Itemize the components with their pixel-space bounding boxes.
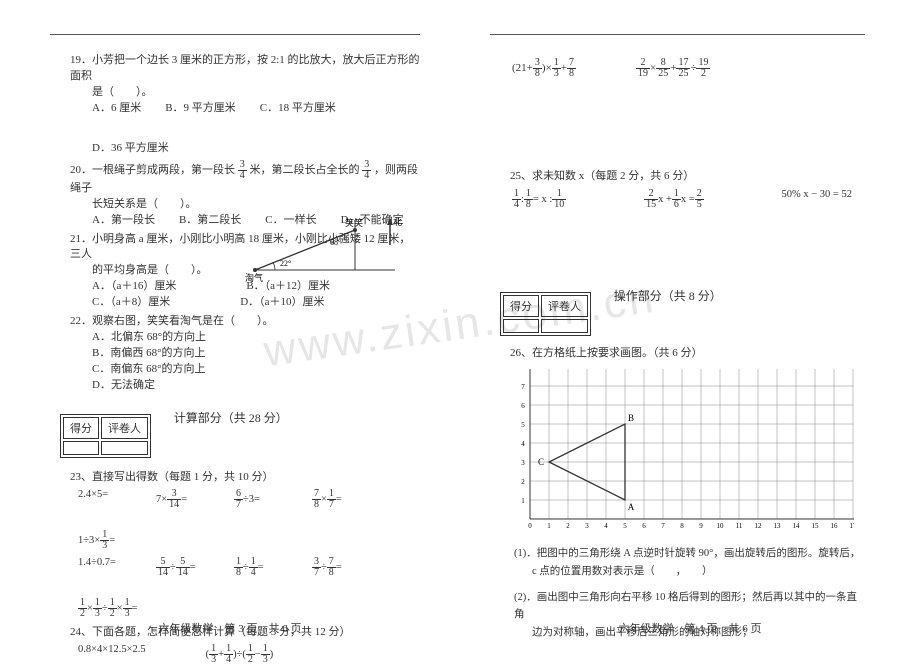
svg-text:3: 3 — [521, 459, 525, 467]
svg-text:2: 2 — [566, 522, 570, 530]
page-4: (21+38)×13+78 219×825+1725÷192 25、求未知数 x… — [460, 0, 920, 650]
q23-2: 7×314= — [156, 489, 214, 510]
q25-title: 25、求未知数 x（每题 2 分，共 6 分） — [510, 169, 865, 185]
grid-diagram: 012345678910111213141516171234567ABC — [514, 369, 854, 534]
q21-optC: C．（a＋8）厘米 — [92, 295, 170, 311]
svg-text:12: 12 — [755, 522, 763, 530]
q22-optC: C．南偏东 68°的方向上 — [92, 362, 420, 378]
svg-text:A: A — [628, 502, 635, 512]
q19-optB: B．9 平方厘米 — [165, 101, 236, 117]
svg-text:7: 7 — [661, 522, 665, 530]
q26-1: (1)．把图中的三角形绕 A 点逆时针旋转 90°，画出旋转后的图形。旋转后， … — [514, 545, 865, 581]
svg-text:17: 17 — [850, 522, 855, 530]
q24-c: (21+38)×13+78 — [512, 58, 576, 79]
svg-text:68°: 68° — [330, 238, 341, 247]
calc-section-title: 计算部分（共 28 分） — [174, 409, 288, 426]
top-rule — [50, 34, 420, 35]
q25-b: 215x +16x =25 — [644, 189, 704, 210]
q22: 22．观察右图，笑笑看淘气是在（ ）。 A．北偏东 68°的方向上 B．南偏西 … — [70, 314, 420, 394]
svg-text:1: 1 — [547, 522, 551, 530]
svg-text:5: 5 — [521, 421, 525, 429]
svg-text:北: 北 — [393, 217, 402, 227]
q23-10: 12×13÷12×13= — [78, 598, 138, 619]
q20-mid1: 米，第二段长占全长的 — [250, 164, 360, 176]
q19-line2: 是（ ）。 — [92, 86, 153, 98]
angle-diagram: 笑笑 淘气 北 68° 22° — [245, 215, 405, 285]
q23-3: 67÷3= — [234, 489, 292, 510]
q21-optA: A．（a＋16）厘米 — [92, 279, 176, 295]
q20-line2: 长短关系是（ ）。 — [92, 198, 197, 210]
q19-line1: 19．小芳把一个边长 3 厘米的正方形，按 2:1 的比放大，放大后正方形的面积 — [70, 54, 420, 82]
q19-optC: C．18 平方厘米 — [260, 101, 336, 117]
rater-label-r: 评卷人 — [541, 295, 588, 317]
q20-optB: B．第二段长 — [179, 213, 241, 229]
q23-9: 37÷78= — [312, 557, 370, 578]
q24-b: (13+14)÷(12−13) — [206, 644, 274, 665]
score-box-op: 得分评卷人 — [500, 292, 591, 336]
q21-line2: 的平均身高是（ ）。 — [92, 264, 208, 276]
q19: 19．小芳把一个边长 3 厘米的正方形，按 2:1 的比放大，放大后正方形的面积… — [70, 53, 420, 157]
q19-optD: D．36 平方厘米 — [92, 141, 169, 157]
svg-text:13: 13 — [774, 522, 782, 530]
q24-d: 219×825+1725÷192 — [636, 58, 710, 79]
q25-row: 14:18= x :110 215x +16x =25 50% x − 30 =… — [512, 189, 852, 210]
page-3: 19．小芳把一个边长 3 厘米的正方形，按 2:1 的比放大，放大后正方形的面积… — [0, 0, 460, 650]
q20-f1d: 4 — [238, 171, 247, 181]
svg-text:笑笑: 笑笑 — [345, 217, 363, 228]
q23-row1: 2.4×5= 7×314= 67÷3= 78×17= 1÷3×13= — [78, 489, 420, 551]
q20-prefix: 20．一根绳子剪成两段，第一段长 — [70, 164, 235, 176]
svg-text:0: 0 — [528, 522, 532, 530]
q21-optD: D．（a＋10）厘米 — [240, 295, 324, 311]
score-label-r: 得分 — [503, 295, 539, 317]
q26-title: 26、在方格纸上按要求画图。（共 6 分） — [510, 346, 865, 362]
q20-f2d: 4 — [362, 171, 371, 181]
q19-optA: A．6 厘米 — [92, 101, 141, 117]
q23-7: 514÷514= — [156, 557, 214, 578]
op-section-title: 操作部分（共 8 分） — [614, 287, 722, 304]
q20-optA: A．第一段长 — [92, 213, 155, 229]
footer-3: 六年级数学 第 3 页 共 6 页 — [0, 620, 460, 636]
svg-text:6: 6 — [642, 522, 646, 530]
svg-text:4: 4 — [604, 522, 608, 530]
q22-optD: D．无法确定 — [92, 378, 420, 394]
svg-text:1: 1 — [521, 497, 525, 505]
svg-text:8: 8 — [680, 522, 684, 530]
q23-8: 18÷14= — [234, 557, 292, 578]
svg-text:淘气: 淘气 — [245, 272, 263, 283]
q23-5: 1÷3×13= — [78, 530, 136, 551]
svg-text:4: 4 — [521, 440, 525, 448]
svg-text:11: 11 — [736, 522, 743, 530]
q25-c: 50% x − 30 = 52 — [782, 189, 852, 210]
svg-text:22°: 22° — [280, 259, 291, 268]
pages-container: 19．小芳把一个边长 3 厘米的正方形，按 2:1 的比放大，放大后正方形的面积… — [0, 0, 920, 650]
q23-6: 1.4÷0.7= — [78, 557, 136, 578]
q23-title: 23、直接写出得数（每题 1 分，共 10 分） — [70, 470, 420, 486]
score-label: 得分 — [63, 417, 99, 439]
q24-a: 0.8×4×12.5×2.5 — [78, 644, 146, 665]
q23-row2: 1.4÷0.7= 514÷514= 18÷14= 37÷78= 12×13÷12… — [78, 557, 420, 619]
svg-text:3: 3 — [585, 522, 589, 530]
svg-text:14: 14 — [793, 522, 801, 530]
q22-optB: B．南偏西 68°的方向上 — [92, 346, 420, 362]
svg-text:15: 15 — [812, 522, 820, 530]
svg-text:10: 10 — [717, 522, 725, 530]
svg-text:2: 2 — [521, 478, 525, 486]
svg-text:7: 7 — [521, 383, 525, 391]
svg-text:5: 5 — [623, 522, 627, 530]
svg-text:B: B — [628, 413, 634, 423]
svg-text:9: 9 — [699, 522, 703, 530]
q23-1: 2.4×5= — [78, 489, 136, 510]
q25-a: 14:18= x :110 — [512, 189, 566, 210]
score-box-calc: 得分评卷人 — [60, 414, 151, 458]
svg-text:C: C — [538, 457, 544, 467]
footer-4: 六年级数学 第 4 页 共 6 页 — [460, 620, 920, 636]
q24-cd-row: (21+38)×13+78 219×825+1725÷192 — [512, 58, 865, 79]
rater-label: 评卷人 — [101, 417, 148, 439]
q22-optA: A．北偏东 68°的方向上 — [92, 330, 420, 346]
top-rule-r — [490, 34, 865, 35]
svg-text:16: 16 — [831, 522, 839, 530]
svg-text:6: 6 — [521, 402, 525, 410]
q22-line1: 22．观察右图，笑笑看淘气是在（ ）。 — [70, 315, 274, 327]
q23-4: 78×17= — [312, 489, 370, 510]
